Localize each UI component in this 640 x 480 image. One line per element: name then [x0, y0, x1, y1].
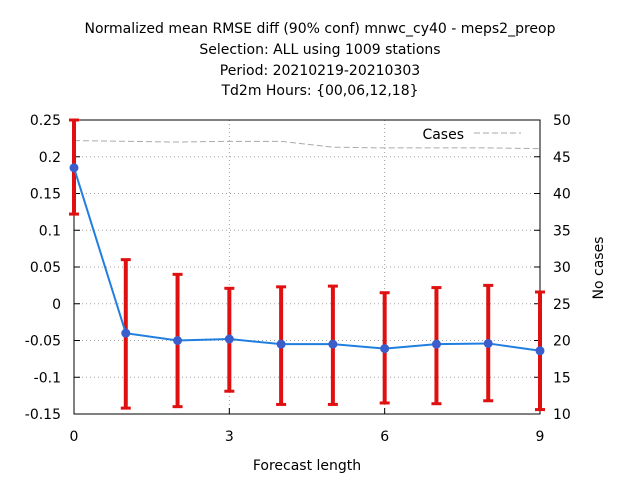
x-tick-label: 9 — [536, 429, 545, 445]
y-tick-label: 0.25 — [30, 113, 61, 129]
y2-tick-label: 35 — [553, 223, 571, 239]
x-tick-label: 0 — [70, 429, 79, 445]
chart-title-line-2: Selection: ALL using 1009 stations — [199, 42, 441, 58]
y2-tick-label: 15 — [553, 370, 571, 386]
y-tick-label: -0.1 — [34, 370, 61, 386]
y2-tick-label: 40 — [553, 187, 571, 203]
series-layer — [69, 118, 545, 412]
chart-title-line-3: Period: 20210219-20210303 — [219, 63, 421, 79]
x-tick-label: 6 — [380, 429, 389, 445]
y2-axis-label: No cases — [591, 237, 607, 300]
y2-tick-label: 20 — [553, 334, 571, 350]
y2-tick-label: 30 — [553, 260, 571, 276]
y-tick-label: 0.2 — [39, 150, 61, 166]
y2-tick-label: 50 — [553, 113, 571, 129]
chart-title-line-1: Normalized mean RMSE diff (90% conf) mnw… — [84, 21, 556, 37]
rmse-diff-point — [380, 344, 390, 354]
rmse-diff-point — [224, 334, 234, 344]
y-tick-label: -0.05 — [25, 334, 61, 350]
y2-tick-label: 25 — [553, 297, 571, 313]
rmse-diff-point — [173, 336, 183, 345]
chart-title-line-4: Td2m Hours: {00,06,12,18} — [221, 83, 419, 99]
y2-tick-label: 45 — [553, 150, 571, 166]
legend-label-cases: Cases — [422, 127, 464, 143]
y2-tick-label: 10 — [553, 407, 571, 423]
y-tick-label: -0.15 — [25, 407, 61, 423]
rmse-diff-point — [431, 339, 441, 349]
rmse-diff-point — [535, 346, 545, 356]
y-tick-label: 0 — [52, 297, 61, 313]
x-axis-label: Forecast length — [253, 458, 361, 474]
legend: Cases — [422, 127, 521, 143]
rmse-diff-point — [276, 339, 286, 349]
rmse-diff-point — [483, 338, 493, 348]
ticks-layer: 0.25 0.2 0.15 0.1 0.05 0 -0.05 -0.1 -0.15 50 45 40 3… — [25, 113, 571, 445]
rmse-diff-point — [69, 163, 79, 173]
grid-layer — [74, 120, 540, 414]
rmse-diff-point — [121, 328, 131, 338]
y-tick-label: 0.05 — [30, 260, 61, 276]
rmse-diff-line — [73, 167, 541, 352]
cases-line — [73, 140, 541, 150]
x-tick-label: 3 — [225, 429, 234, 445]
rmse-diff-point — [328, 339, 338, 349]
y-tick-label: 0.15 — [30, 187, 61, 203]
y-tick-label: 0.1 — [39, 223, 61, 239]
